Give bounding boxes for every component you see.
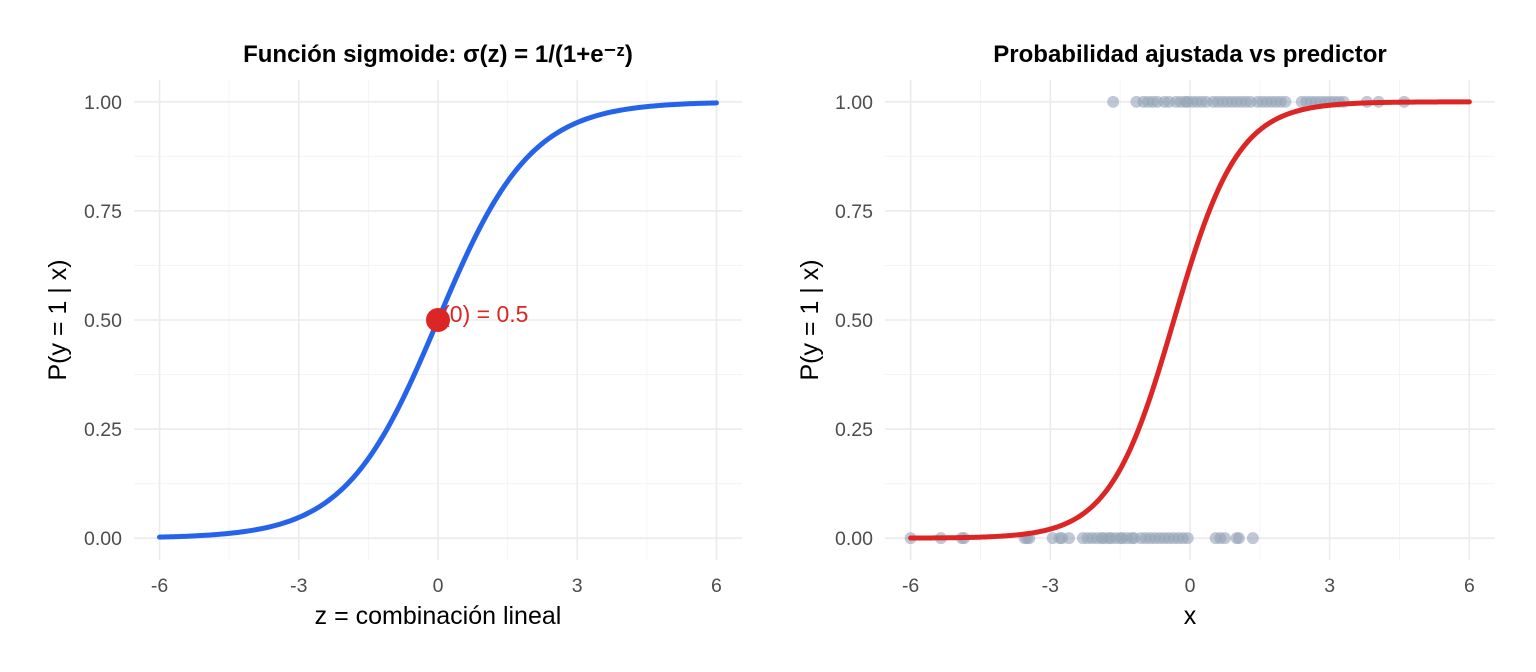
sigmoid-panel: Función sigmoide: σ(z) = 1/(1+e⁻ᶻ) z = c… (44, 41, 742, 630)
sigmoid-x-tick-labels: -6 -3 0 3 6 (151, 575, 722, 597)
sigmoid-x-tick-label: -6 (151, 575, 168, 597)
observation-point-y0 (1181, 532, 1194, 545)
fitted-y-tick-label: 0.50 (835, 310, 873, 332)
fitted-sigmoid-curve (908, 99, 1472, 541)
observation-point-y0 (1246, 532, 1259, 545)
observation-point-y1 (1107, 95, 1120, 108)
sigmoid-y-tick-label: 1.00 (84, 92, 122, 114)
sigmoid-y-tick-label: 0.50 (84, 310, 122, 332)
sigmoid-midpoint-marker (426, 308, 450, 332)
sigmoid-y-tick-label: 0.25 (84, 419, 122, 441)
fitted-x-tick-labels: -6 -3 0 3 6 (902, 575, 1475, 597)
sigmoid-x-tick-label: 6 (711, 575, 722, 597)
sigmoid-x-tick-label: 0 (433, 575, 444, 597)
fitted-grid (885, 80, 1495, 560)
observation-points-layer (904, 95, 1411, 545)
fitted-x-tick-label: 3 (1324, 575, 1335, 597)
sigmoid-midpoint-annotation: σ(0) = 0.5 (428, 301, 528, 327)
fitted-y-axis-title: P(y = 1 | x) (796, 259, 824, 380)
sigmoid-highlight-layer (426, 308, 450, 332)
fitted-x-tick-label: 6 (1464, 575, 1475, 597)
sigmoid-y-tick-labels: 0.00 0.25 0.50 0.75 1.00 (84, 92, 122, 550)
fitted-y-tick-label: 0.75 (835, 201, 873, 223)
sigmoid-grid (134, 80, 742, 560)
sigmoid-x-tick-label: -3 (290, 575, 307, 597)
observation-point-y0 (1062, 532, 1075, 545)
sigmoid-chart-title: Función sigmoide: σ(z) = 1/(1+e⁻ᶻ) (243, 41, 633, 68)
fitted-x-tick-label: 0 (1185, 575, 1196, 597)
sigmoid-x-axis-title: z = combinación lineal (315, 602, 562, 630)
fitted-y-tick-label: 0.00 (835, 528, 873, 550)
observation-point-y1 (1279, 95, 1292, 108)
fitted-probability-panel: Probabilidad ajustada vs predictor x P(y… (796, 41, 1495, 630)
fitted-chart-title: Probabilidad ajustada vs predictor (993, 41, 1386, 68)
sigmoid-x-tick-label: 3 (572, 575, 583, 597)
observation-point-y0 (1218, 532, 1231, 545)
fitted-y-tick-label: 0.25 (835, 419, 873, 441)
sigmoid-y-tick-label: 0.00 (84, 528, 122, 550)
fitted-x-tick-label: -6 (902, 575, 919, 597)
observation-point-y0 (1232, 532, 1245, 545)
fitted-x-tick-label: -3 (1042, 575, 1059, 597)
fitted-x-axis-title: x (1184, 602, 1197, 630)
fitted-y-tick-label: 1.00 (835, 92, 873, 114)
fitted-y-tick-labels: 0.00 0.25 0.50 0.75 1.00 (835, 92, 873, 550)
fitted-curve-layer (908, 99, 1472, 541)
sigmoid-y-axis-title: P(y = 1 | x) (44, 259, 72, 380)
sigmoid-y-tick-label: 0.75 (84, 201, 122, 223)
